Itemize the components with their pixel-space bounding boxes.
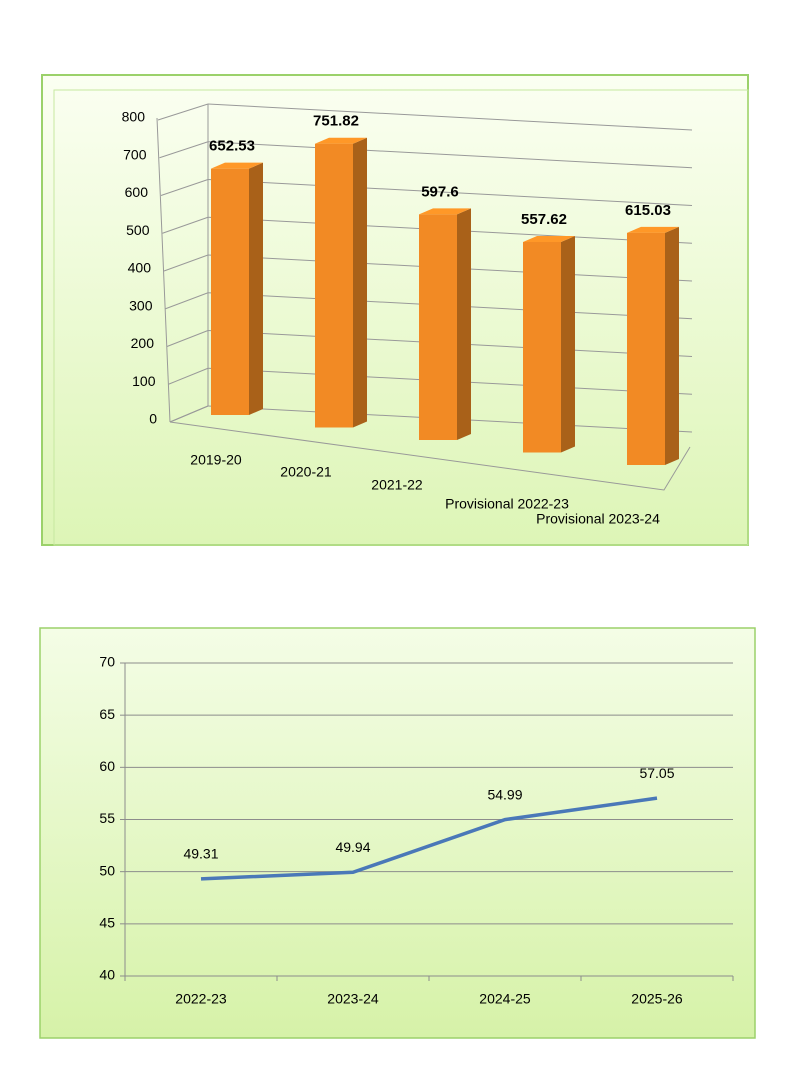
y-tick-label: 700 [123, 146, 147, 162]
y-tick-label: 400 [128, 260, 152, 276]
y-tick-label: 70 [99, 654, 115, 670]
grid-line [163, 254, 209, 272]
x-tick-label: 2020-21 [280, 464, 332, 480]
value-label: 49.94 [335, 839, 370, 855]
x-tick-label: Provisional 2023-24 [536, 511, 660, 527]
value-label: 57.05 [639, 765, 674, 781]
bar-side [249, 162, 263, 415]
y-tick-label: 200 [131, 335, 155, 351]
bar-top [419, 208, 471, 215]
value-label: 597.6 [421, 183, 459, 200]
bar [523, 241, 561, 453]
grid-line [168, 367, 209, 385]
grid-line [165, 292, 209, 310]
y-tick-label: 40 [99, 967, 115, 983]
y-tick-label: 60 [99, 758, 115, 774]
grid-line [166, 330, 209, 347]
y-tick-label: 50 [99, 862, 115, 878]
y-tick-label: 300 [129, 297, 153, 313]
y-tick-label: 600 [125, 184, 149, 200]
bar-top [627, 226, 679, 233]
value-label: 615.03 [625, 202, 671, 219]
x-tick-label: Provisional 2022-23 [445, 496, 569, 512]
bar-side [353, 137, 367, 428]
line [200, 796, 658, 881]
bar [211, 168, 249, 415]
y-tick-label: 500 [126, 222, 150, 238]
grid-line [157, 103, 209, 121]
grid-line [207, 141, 693, 169]
y-tick-label: 800 [122, 109, 146, 125]
bar-top [523, 235, 575, 242]
bar-side [665, 226, 679, 465]
axis-line [156, 117, 171, 423]
x-tick-label: 2022-23 [175, 991, 227, 1007]
value-label: 49.31 [183, 846, 218, 862]
y-tick-label: 45 [99, 915, 115, 931]
grid-line [207, 179, 693, 206]
grid-line [159, 141, 209, 159]
y-tick-label: 65 [99, 706, 115, 722]
bar-side [561, 235, 575, 453]
y-tick-label: 55 [99, 810, 115, 826]
y-tick-label: 0 [149, 411, 157, 427]
y-tick-label: 100 [132, 373, 156, 389]
x-tick-label: 2023-24 [327, 991, 379, 1007]
x-tick-label: 2024-25 [479, 991, 531, 1007]
x-tick-label: 2025-26 [631, 991, 683, 1007]
x-tick-label: 2019-20 [190, 452, 242, 468]
grid-line [160, 179, 209, 196]
floor [169, 405, 209, 423]
bar [315, 143, 353, 428]
chart-frame [39, 627, 756, 1039]
grid-line [207, 103, 693, 131]
bar-top [315, 137, 367, 144]
bar-top [211, 162, 263, 169]
bar [419, 214, 457, 440]
value-label: 557.62 [521, 211, 567, 228]
value-label: 54.99 [487, 786, 522, 802]
value-label: 652.53 [209, 138, 255, 155]
x-tick-label: 2021-22 [371, 477, 423, 493]
bar-side [457, 208, 471, 440]
grid-line [162, 216, 209, 234]
bar [627, 232, 665, 465]
plot-frame [53, 89, 749, 546]
floor [169, 421, 691, 491]
value-label: 751.82 [313, 113, 359, 130]
